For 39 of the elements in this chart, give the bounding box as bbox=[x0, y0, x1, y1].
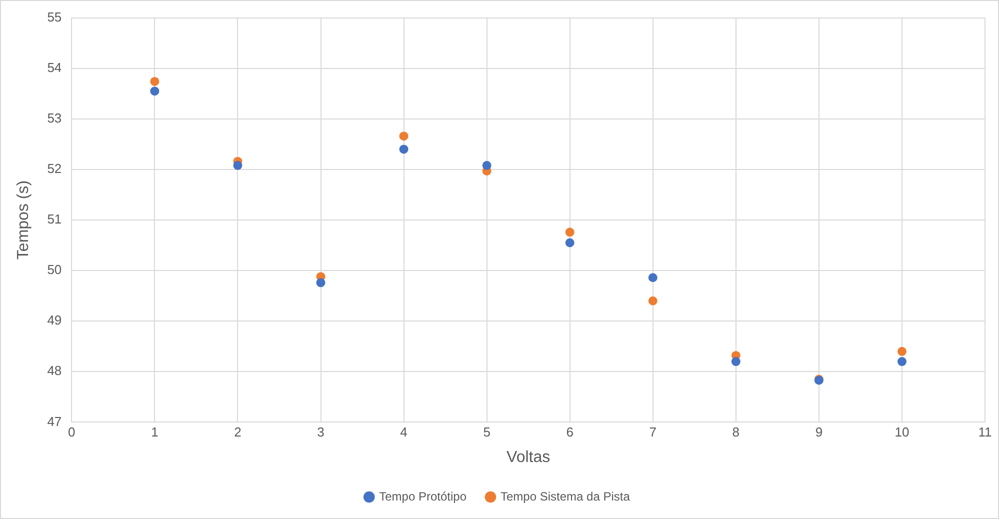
x-tick-label: 7 bbox=[649, 424, 656, 440]
y-tick-label: 47 bbox=[47, 414, 62, 429]
point bbox=[150, 86, 160, 96]
point bbox=[482, 160, 492, 170]
x-tick-label: 10 bbox=[894, 424, 910, 440]
y-tick-label: 53 bbox=[47, 110, 62, 126]
y-tick-label: 49 bbox=[47, 312, 62, 328]
x-tick-label: 1 bbox=[151, 424, 158, 440]
point bbox=[897, 357, 906, 366]
point bbox=[233, 160, 242, 170]
x-axis-title: Voltas bbox=[506, 448, 550, 466]
point bbox=[648, 296, 658, 306]
point bbox=[648, 273, 658, 282]
x-tick-label: 11 bbox=[978, 424, 992, 440]
y-tick-label: 51 bbox=[47, 212, 62, 227]
legend-label: Tempo Protótipo bbox=[379, 489, 467, 504]
x-tick-label: 8 bbox=[732, 424, 740, 440]
y-tick-label: 55 bbox=[47, 9, 62, 24]
point bbox=[565, 238, 574, 248]
point bbox=[399, 132, 408, 141]
y-axis-title: Tempos (s) bbox=[15, 180, 32, 260]
x-tick-label: 9 bbox=[815, 424, 823, 440]
legend-label: Tempo Sistema da Pista bbox=[500, 489, 630, 504]
y-tick-label: 48 bbox=[47, 363, 62, 378]
y-tick-label: 52 bbox=[47, 161, 62, 176]
y-tick-label: 50 bbox=[47, 262, 62, 278]
x-tick-label: 3 bbox=[317, 424, 324, 440]
x-tick-label: 5 bbox=[483, 424, 490, 440]
point bbox=[897, 346, 906, 356]
x-tick-label: 6 bbox=[566, 424, 574, 440]
point bbox=[150, 76, 160, 86]
x-tick-label: 2 bbox=[234, 424, 242, 440]
y-tick-label: 54 bbox=[47, 60, 62, 75]
point bbox=[316, 278, 326, 288]
x-tick-label: 4 bbox=[400, 424, 408, 440]
point bbox=[399, 144, 408, 154]
point bbox=[565, 228, 574, 237]
point bbox=[731, 357, 740, 366]
x-tick-label: 0 bbox=[68, 424, 76, 440]
